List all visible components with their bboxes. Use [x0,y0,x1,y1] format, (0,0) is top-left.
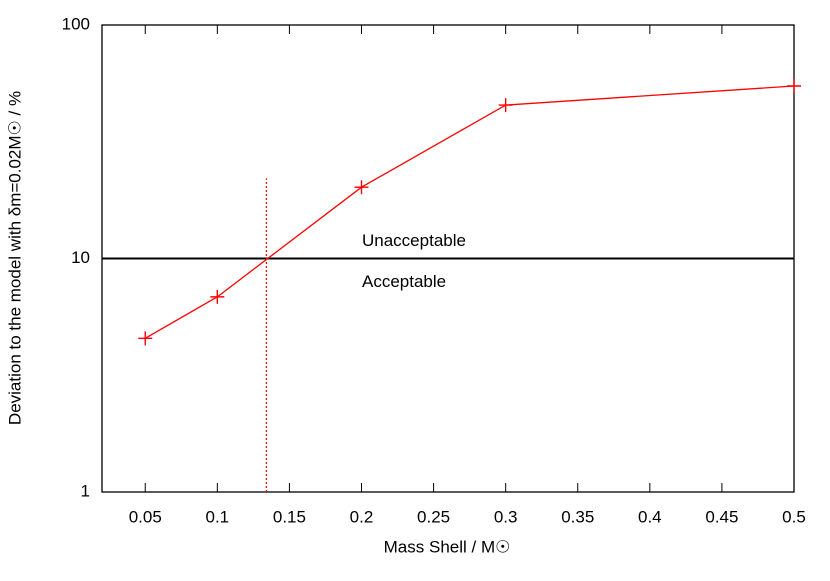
x-tick-label: 0.25 [417,507,450,526]
y-tick-label: 100 [62,14,90,33]
x-axis-label: Mass Shell / M☉ [384,537,511,556]
y-axis-label: Deviation to the model with δm=0.02M☉ / … [5,91,24,425]
x-tick-label: 0.5 [782,507,806,526]
x-tick-label: 0.15 [273,507,306,526]
annotation: Acceptable [362,272,446,291]
point-marker [210,289,225,304]
point-marker [354,180,369,195]
point-marker [498,98,513,113]
x-tick-label: 0.05 [129,507,162,526]
x-tick-label: 0.45 [705,507,738,526]
x-tick-label: 0.1 [206,507,230,526]
x-tick-label: 0.4 [638,507,662,526]
point-marker [138,331,153,346]
annotation: Unacceptable [362,231,466,250]
x-tick-label: 0.35 [561,507,594,526]
y-tick-label: 10 [71,248,90,267]
x-tick-label: 0.2 [350,507,374,526]
point-marker [787,78,801,93]
series-line [144,85,795,339]
x-tick-label: 0.3 [494,507,518,526]
y-tick-label: 1 [81,481,90,500]
